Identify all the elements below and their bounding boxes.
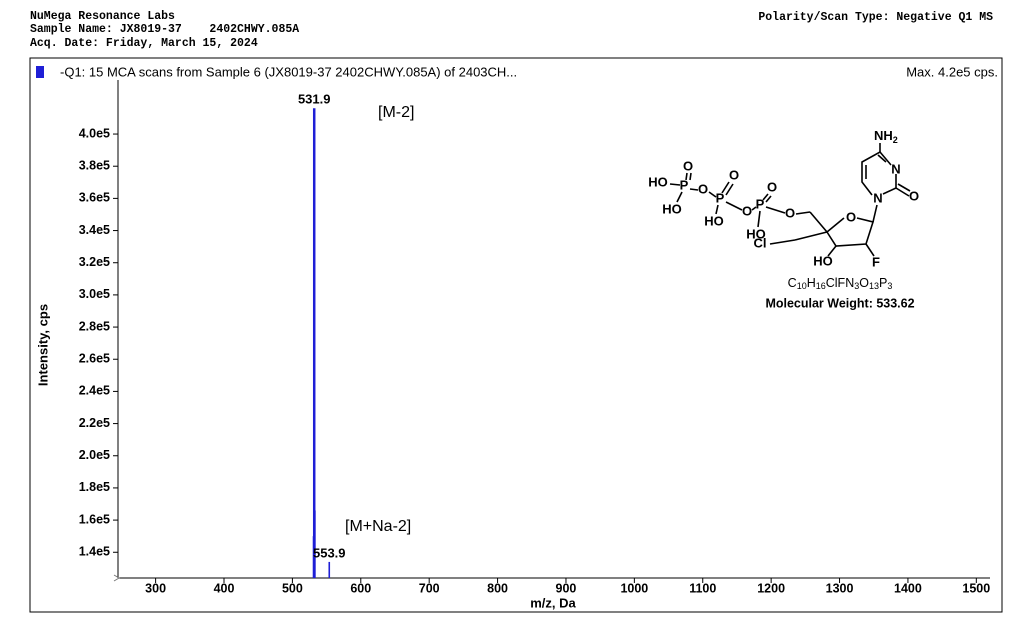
peak-label: 531.9 bbox=[298, 92, 331, 107]
formula-text: C bbox=[788, 276, 797, 290]
acq-date: Acq. Date: Friday, March 15, 2024 bbox=[30, 37, 258, 50]
peak-label: 553.9 bbox=[313, 545, 346, 560]
x-tick-label: 1300 bbox=[826, 581, 854, 595]
atom-label: N bbox=[873, 190, 882, 205]
structure-bonds bbox=[669, 143, 911, 257]
formula: C10H16ClFN3O13P3 bbox=[788, 276, 893, 291]
polarity: Polarity/Scan Type: Negative Q1 MS bbox=[758, 11, 993, 24]
lab-name: NuMega Resonance Labs bbox=[30, 10, 175, 23]
x-tick-label: 1200 bbox=[757, 581, 785, 595]
x-tick-label: 1000 bbox=[620, 581, 648, 595]
x-axis-label: m/z, Da bbox=[530, 595, 576, 610]
atom-label: P bbox=[680, 177, 689, 192]
x-tick-label: 900 bbox=[556, 581, 577, 595]
y-tick-label: 2.6e5 bbox=[79, 352, 110, 366]
y-tick-label: 3.0e5 bbox=[79, 287, 110, 301]
y-tick-label: 2.2e5 bbox=[79, 416, 110, 430]
x-tick-label: 1100 bbox=[689, 581, 716, 595]
y-tick-label: 3.4e5 bbox=[79, 223, 110, 237]
y-tick-label: 2.4e5 bbox=[79, 384, 110, 398]
atom-label: HO bbox=[662, 201, 682, 216]
atom-text: NH bbox=[874, 128, 893, 143]
y-tick-label: 3.6e5 bbox=[79, 191, 110, 205]
formula-text: ClFN bbox=[826, 276, 854, 290]
atom-label: HO bbox=[746, 226, 766, 241]
atom-label: O bbox=[785, 205, 795, 220]
x-tick-label: 500 bbox=[282, 581, 303, 595]
x-tick-label: 600 bbox=[350, 581, 371, 595]
atom-label: P bbox=[716, 190, 725, 205]
frame bbox=[29, 57, 1003, 613]
y-tick-label: 1.8e5 bbox=[79, 480, 110, 494]
y-tick-label: 2.0e5 bbox=[79, 448, 110, 462]
formula-text: P bbox=[879, 276, 887, 290]
y-tick-label: 3.8e5 bbox=[79, 159, 110, 173]
y-tick-label: 4.0e5 bbox=[79, 126, 110, 140]
atom-label: O bbox=[742, 203, 752, 218]
atom-label: O bbox=[729, 167, 739, 182]
atom-label: O bbox=[909, 188, 919, 203]
axis-arrow bbox=[113, 574, 120, 582]
annotation: [M-2] bbox=[378, 104, 414, 121]
x-tick-label: 1400 bbox=[894, 581, 922, 595]
legend-text: -Q1: 15 MCA scans from Sample 6 (JX8019-… bbox=[60, 64, 517, 79]
x-tick-label: 1500 bbox=[962, 581, 990, 595]
max-text: Max. 4.2e5 cps. bbox=[906, 64, 998, 79]
formula-subscript: 16 bbox=[816, 281, 826, 291]
annotation: [M+Na-2] bbox=[345, 518, 411, 535]
y-axis-label: Intensity, cps bbox=[35, 304, 50, 386]
y-tick-label: 1.4e5 bbox=[79, 545, 110, 559]
y-tick-label: 1.6e5 bbox=[79, 512, 110, 526]
atom-subscript: 2 bbox=[893, 135, 898, 145]
y-tick-label: 3.2e5 bbox=[79, 255, 110, 269]
atom-label: F bbox=[872, 254, 880, 269]
x-tick-label: 400 bbox=[214, 581, 235, 595]
atom-label: O bbox=[767, 179, 777, 194]
atom-label: HO bbox=[704, 213, 724, 228]
formula-subscript: 3 bbox=[854, 281, 859, 291]
sample-name: Sample Name: JX8019-37 2402CHWY.085A bbox=[30, 23, 299, 36]
formula-subscript: 13 bbox=[869, 281, 879, 291]
atom-label: Cl bbox=[754, 235, 767, 250]
atom-label: HO bbox=[648, 174, 668, 189]
legend-swatch bbox=[36, 66, 44, 78]
formula-text: O bbox=[859, 276, 869, 290]
atom-label: O bbox=[698, 181, 708, 196]
y-tick-label: 2.8e5 bbox=[79, 319, 110, 333]
x-tick-label: 800 bbox=[487, 581, 508, 595]
atom-label: O bbox=[683, 158, 693, 173]
atom-label: HO bbox=[813, 253, 833, 268]
formula-text: H bbox=[807, 276, 816, 290]
atom-label: N bbox=[891, 161, 900, 176]
atom-label: P bbox=[756, 196, 765, 211]
atom-label: O bbox=[846, 209, 856, 224]
atom-label: NH2 bbox=[874, 128, 898, 145]
formula-subscript: 3 bbox=[887, 281, 892, 291]
x-tick-label: 700 bbox=[419, 581, 440, 595]
molecular-weight: Molecular Weight: 533.62 bbox=[765, 296, 914, 310]
formula-subscript: 10 bbox=[797, 281, 807, 291]
x-tick-label: 300 bbox=[145, 581, 166, 595]
